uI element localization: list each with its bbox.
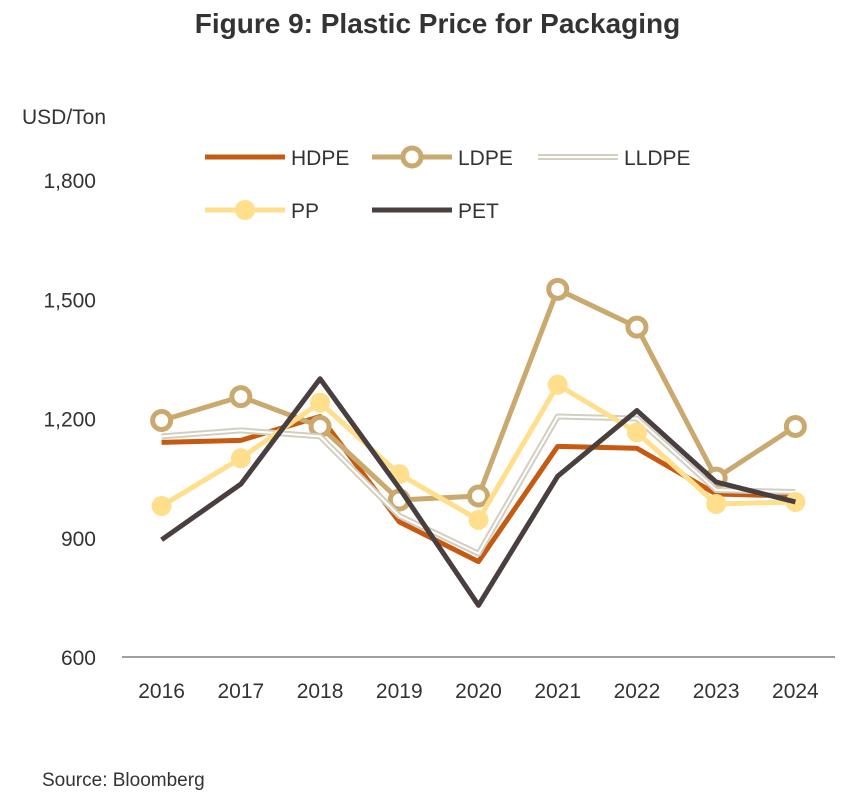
data-point-pp <box>547 374 568 395</box>
x-tick-label: 2017 <box>217 680 264 703</box>
legend-label-pp: PP <box>291 200 319 223</box>
y-tick-label: 1,200 <box>43 409 96 432</box>
series-pp <box>151 374 806 530</box>
data-point-pp <box>468 509 489 530</box>
source-note: Source: Bloomberg <box>42 770 205 791</box>
legend-item-pet: PET <box>372 200 499 223</box>
x-tick-label: 2020 <box>455 680 502 703</box>
y-tick-label: 900 <box>61 528 96 551</box>
data-point-ldpe <box>467 484 490 508</box>
data-point-pp <box>310 392 331 413</box>
series-lines <box>150 277 807 608</box>
legend: HDPE LDPE LLDPE PP PET <box>205 145 691 223</box>
data-point-ldpe <box>150 408 174 432</box>
data-point-ldpe <box>308 414 332 438</box>
data-point-pp <box>230 448 251 469</box>
y-tick-label: 600 <box>61 647 96 670</box>
y-tick-label: 1,500 <box>43 289 96 312</box>
chart-title: Figure 9: Plastic Price for Packaging <box>194 8 681 39</box>
legend-marker-pp <box>235 200 255 220</box>
x-tick-label: 2022 <box>614 680 661 703</box>
legend-label-pet: PET <box>458 200 499 223</box>
series-ldpe <box>150 277 807 512</box>
legend-label-hdpe: HDPE <box>291 147 349 170</box>
x-tick-label: 2021 <box>534 680 581 703</box>
y-axis-ticks: 600 900 1,200 1,500 1,800 <box>43 170 96 670</box>
x-tick-label: 2023 <box>693 680 740 703</box>
data-point-ldpe <box>783 414 807 438</box>
data-point-pp <box>626 422 647 443</box>
data-point-pp <box>706 493 727 514</box>
x-axis: 2016 2017 2018 2019 2020 2021 2022 2023 2024 <box>122 656 835 703</box>
x-tick-label: 2024 <box>772 680 819 703</box>
legend-item-pp: PP <box>205 200 319 223</box>
series-pet <box>160 376 796 608</box>
x-tick-label: 2019 <box>376 680 423 703</box>
series-line-inner-lldpe <box>161 415 796 555</box>
legend-marker-ldpe <box>400 145 424 169</box>
x-tick-label: 2016 <box>138 680 185 703</box>
legend-label-ldpe: LDPE <box>458 147 513 170</box>
data-point-ldpe <box>229 385 253 409</box>
data-point-pp <box>151 495 172 516</box>
data-point-ldpe <box>625 315 649 339</box>
y-axis-label: USD/Ton <box>22 106 106 129</box>
legend-label-lldpe: LLDPE <box>624 147 691 170</box>
series-line-pet <box>160 376 796 608</box>
legend-item-ldpe: LDPE <box>372 145 513 170</box>
data-point-ldpe <box>546 277 570 301</box>
legend-item-lldpe: LLDPE <box>538 147 691 170</box>
legend-item-hdpe: HDPE <box>205 147 349 170</box>
x-tick-label: 2018 <box>297 680 344 703</box>
y-tick-label: 1,800 <box>43 170 96 193</box>
series-lldpe <box>161 413 796 557</box>
